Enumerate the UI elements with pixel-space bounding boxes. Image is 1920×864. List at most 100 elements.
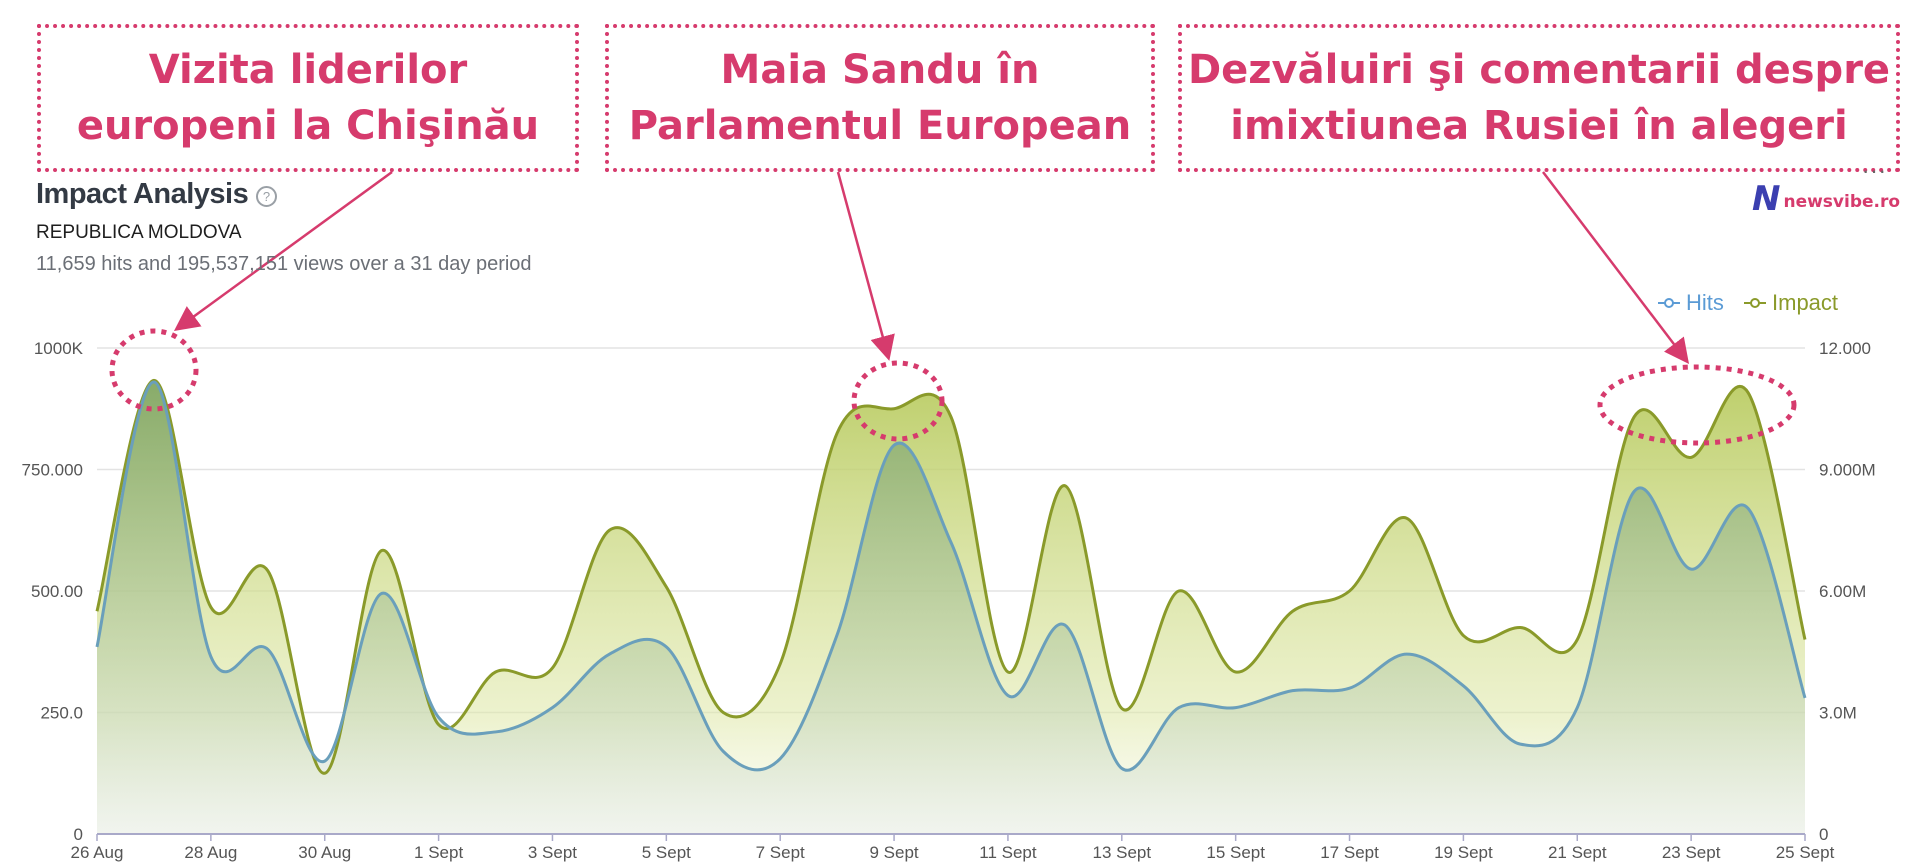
impact-point[interactable] (549, 665, 555, 671)
impact-point[interactable] (94, 608, 100, 614)
chart-title: Impact Analysis (36, 178, 249, 210)
hits-point[interactable] (322, 758, 328, 764)
x-axis-tick-label: 13 Sept (1092, 843, 1151, 862)
callout-eu-leaders-visit: Vizita liderilor europeni la Chişinău (37, 24, 579, 172)
hits-point[interactable] (94, 644, 100, 650)
hits-point[interactable] (1233, 705, 1239, 711)
impact-point[interactable] (1290, 608, 1296, 614)
impact-point[interactable] (948, 414, 954, 420)
annotations (109, 170, 1797, 446)
logo-text: newsvibe.ro (1783, 192, 1901, 212)
impact-point[interactable] (322, 770, 328, 776)
left-axis-tick-label: 0 (74, 825, 83, 844)
chart-subtitle: REPUBLICA MOLDOVA (36, 222, 242, 243)
impact-point[interactable] (1517, 624, 1523, 630)
hits-legend-icon (1658, 298, 1680, 308)
impact-point[interactable] (1403, 515, 1409, 521)
right-axis-tick-label: 0 (1819, 825, 1828, 844)
x-axis-tick-label: 26 Aug (71, 843, 124, 862)
x-axis-tick-label: 30 Aug (298, 843, 351, 862)
hits-point[interactable] (379, 590, 385, 596)
x-axis-tick-label: 23 Sept (1662, 843, 1721, 862)
hits-point[interactable] (1460, 683, 1466, 689)
x-axis-tick-label: 9 Sept (869, 843, 918, 862)
arrow-callout-3 (1542, 171, 1690, 364)
impact-point[interactable] (1688, 454, 1694, 460)
hits-point[interactable] (1745, 505, 1751, 511)
hits-point[interactable] (493, 729, 499, 735)
summary-stats: 11,659 hits and 195,537,151 views over a… (36, 253, 532, 275)
impact-point[interactable] (151, 377, 157, 383)
impact-point[interactable] (1802, 637, 1808, 643)
hits-point[interactable] (720, 748, 726, 754)
hits-point[interactable] (1119, 765, 1125, 771)
x-axis-tick-label: 19 Sept (1434, 843, 1493, 862)
impact-point[interactable] (379, 548, 385, 554)
hits-point[interactable] (1062, 622, 1068, 628)
x-axis-tick-label: 28 Aug (184, 843, 237, 862)
impact-point[interactable] (1631, 414, 1637, 420)
hits-point[interactable] (1347, 685, 1353, 691)
right-axis-tick-label: 12.000 (1819, 339, 1871, 358)
legend-impact[interactable]: Impact (1744, 290, 1838, 316)
impact-point[interactable] (1005, 669, 1011, 675)
hits-point[interactable] (549, 705, 555, 711)
hits-point[interactable] (1688, 566, 1694, 572)
legend-hits[interactable]: Hits (1658, 290, 1724, 316)
impact-point[interactable] (720, 710, 726, 716)
help-icon[interactable]: ? (256, 186, 277, 207)
series-areas (94, 377, 1808, 834)
x-axis-tick-label: 7 Sept (756, 843, 805, 862)
hits-point[interactable] (663, 644, 669, 650)
hits-point[interactable] (1517, 741, 1523, 747)
newsvibe-logo: N newsvibe.ro (1752, 179, 1901, 219)
right-axis-tick-label: 3.0M (1819, 704, 1857, 723)
hits-point[interactable] (1005, 692, 1011, 698)
left-axis-tick-label: 250.0 (40, 704, 83, 723)
hits-point[interactable] (1403, 651, 1409, 657)
hits-point[interactable] (948, 539, 954, 545)
right-axis-tick-label: 6.00M (1819, 582, 1866, 601)
hits-point[interactable] (1631, 488, 1637, 494)
impact-point[interactable] (606, 527, 612, 533)
hits-point[interactable] (208, 654, 214, 660)
hits-line (95, 380, 1807, 772)
hits-point[interactable] (1574, 705, 1580, 711)
hits-point[interactable] (1176, 705, 1182, 711)
x-axis-tick-label: 15 Sept (1206, 843, 1265, 862)
impact-point[interactable] (1460, 633, 1466, 639)
impact-point[interactable] (493, 669, 499, 675)
hits-point[interactable] (436, 714, 442, 720)
impact-point[interactable] (1574, 637, 1580, 643)
x-axis-tick-label: 11 Sept (979, 843, 1037, 862)
impact-point[interactable] (208, 604, 214, 610)
left-axis-tick-label: 1000K (34, 339, 84, 358)
hits-point[interactable] (1802, 695, 1808, 701)
legend-hits-label: Hits (1686, 290, 1724, 315)
impact-point[interactable] (1062, 483, 1068, 489)
impact-point[interactable] (1176, 588, 1182, 594)
arrow-callout-2 (836, 171, 895, 361)
hits-point[interactable] (606, 651, 612, 657)
impact-point[interactable] (1745, 390, 1751, 396)
arrow-callout-1 (173, 170, 393, 331)
impact-point[interactable] (777, 661, 783, 667)
hits-point[interactable] (265, 646, 271, 652)
impact-point[interactable] (891, 406, 897, 412)
impact-point[interactable] (834, 430, 840, 436)
hits-point[interactable] (777, 756, 783, 762)
x-axis-tick-label: 17 Sept (1320, 843, 1379, 862)
hits-point[interactable] (834, 632, 840, 638)
hits-point[interactable] (891, 442, 897, 448)
hits-point[interactable] (1290, 688, 1296, 694)
impact-point[interactable] (1233, 669, 1239, 675)
more-options-icon[interactable]: ··· (1862, 158, 1887, 183)
x-axis-tick-label: 5 Sept (642, 843, 691, 862)
impact-point[interactable] (663, 584, 669, 590)
callout-russian-interference: Dezvăluiri şi comentarii despre imixtiune… (1178, 24, 1900, 172)
impact-point[interactable] (265, 568, 271, 574)
impact-point[interactable] (1347, 588, 1353, 594)
impact-point[interactable] (1119, 705, 1125, 711)
impact-point[interactable] (436, 722, 442, 728)
